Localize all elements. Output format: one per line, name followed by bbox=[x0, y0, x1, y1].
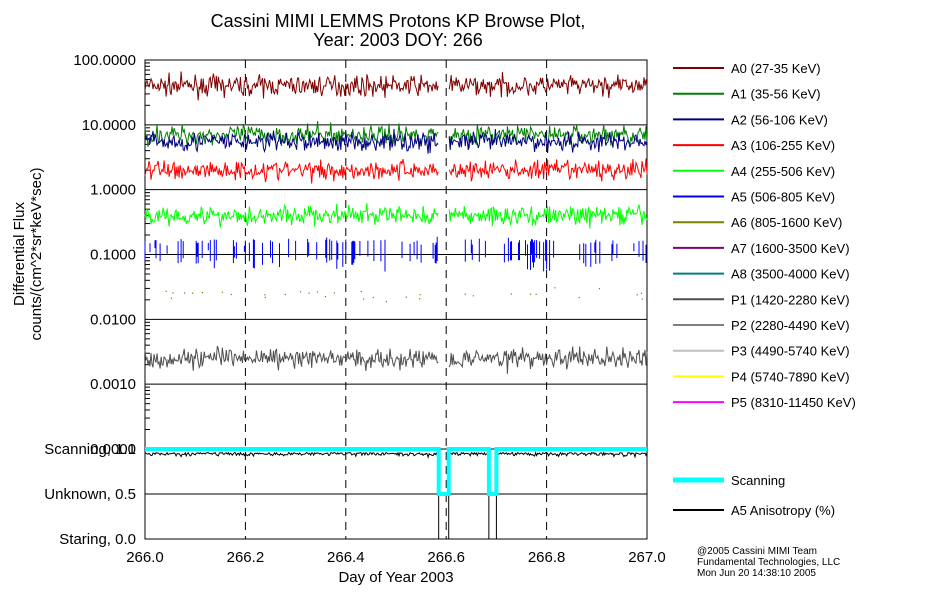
legend-label: A1 (35-56 KeV) bbox=[731, 87, 821, 102]
flux-series-point bbox=[299, 291, 302, 293]
mode-panel: Scanning, 1.0 Unknown, 0.5 Staring, 0.0 bbox=[44, 441, 648, 548]
flux-series-point bbox=[372, 296, 374, 299]
legend: A0 (27-35 KeV) A1 (35-56 KeV) A2 (56-106 K… bbox=[673, 61, 856, 410]
flux-series-point bbox=[324, 295, 327, 298]
flux-series-point bbox=[192, 292, 194, 294]
legend-label: P2 (2280-4490 KeV) bbox=[731, 318, 850, 333]
flux-y-tick-label: 1.0000 bbox=[90, 182, 136, 199]
legend-label: A3 (106-255 KeV) bbox=[731, 138, 835, 153]
x-tick-label: 266.8 bbox=[528, 549, 566, 566]
legend-label: P1 (1420-2280 KeV) bbox=[731, 292, 850, 307]
flux-series-point bbox=[419, 298, 421, 300]
flux-series-line bbox=[144, 203, 648, 229]
legend-label: A7 (1600-3500 KeV) bbox=[731, 241, 850, 256]
flux-series-point bbox=[419, 294, 421, 296]
flux-series-point bbox=[170, 297, 172, 299]
chart-subtitle: Year: 2003 DOY: 266 bbox=[313, 30, 482, 50]
x-tick-label: 266.4 bbox=[327, 549, 365, 566]
chart-title: Cassini MIMI LEMMS Protons KP Browse Plo… bbox=[211, 11, 586, 31]
legend-label: P4 (5740-7890 KeV) bbox=[731, 369, 850, 384]
flux-series-point bbox=[405, 296, 407, 298]
credit-line-3: Mon Jun 20 14:38:10 2005 bbox=[697, 568, 816, 579]
flux-y-tick-label: 0.1000 bbox=[90, 247, 136, 264]
flux-series-point bbox=[472, 295, 474, 297]
legend-label: A8 (3500-4000 KeV) bbox=[731, 267, 850, 282]
flux-y-tick-label: 100.0000 bbox=[73, 52, 136, 69]
mode-legend: Scanning A5 Anisotropy (%) bbox=[673, 473, 835, 518]
flux-series-point bbox=[333, 292, 336, 294]
flux-series-line bbox=[144, 71, 648, 101]
flux-series-point bbox=[264, 296, 266, 298]
x-tick-label: 266.6 bbox=[427, 549, 465, 566]
mode-legend-label: Scanning bbox=[731, 473, 785, 488]
flux-panel: 100.0000 10.0000 1.0000 0.1000 0.0100 0.0010 0… bbox=[73, 52, 648, 539]
flux-series-point bbox=[184, 292, 186, 294]
flux-series-point bbox=[578, 296, 580, 299]
x-axis-label: Day of Year 2003 bbox=[338, 569, 453, 586]
y-axis-label-line2: counts/(cm^2*sr*keV*sec) bbox=[28, 168, 45, 341]
mode-y-tick-label: Unknown, 0.5 bbox=[44, 486, 136, 503]
anisotropy-line bbox=[144, 451, 648, 459]
flux-series-point bbox=[360, 290, 362, 292]
flux-series-point bbox=[510, 293, 513, 295]
flux-series-point bbox=[640, 292, 643, 294]
legend-label: A0 (27-35 KeV) bbox=[731, 61, 821, 76]
flux-series-point bbox=[201, 292, 204, 294]
flux-series-point bbox=[385, 301, 387, 303]
flux-series-line bbox=[144, 128, 648, 154]
flux-series-point bbox=[636, 294, 638, 296]
credit-line-1: @2005 Cassini MIMI Team bbox=[697, 546, 817, 557]
flux-series-point bbox=[308, 292, 310, 294]
flux-series-point bbox=[284, 293, 286, 296]
mode-legend-label: A5 Anisotropy (%) bbox=[731, 503, 835, 518]
x-tick-label: 266.2 bbox=[227, 549, 265, 566]
mode-y-tick-label: Scanning, 1.0 bbox=[44, 441, 136, 458]
flux-series-point bbox=[362, 298, 365, 300]
flux-y-tick-label: 10.0000 bbox=[82, 117, 136, 134]
y-axis-label-line1: Differential Flux bbox=[11, 202, 28, 306]
credit-line-2: Fundamental Technologies, LLC bbox=[697, 557, 840, 568]
legend-label: P3 (4490-5740 KeV) bbox=[731, 344, 850, 359]
flux-series-point bbox=[535, 293, 537, 295]
flux-series-line bbox=[144, 158, 648, 184]
flux-series-point bbox=[316, 291, 319, 293]
flux-series-point bbox=[554, 287, 556, 289]
flux-series-point bbox=[464, 293, 466, 295]
legend-label: A2 (56-106 KeV) bbox=[731, 112, 828, 127]
scanning-line bbox=[145, 447, 647, 496]
flux-y-tick-label: 0.0010 bbox=[90, 376, 136, 393]
flux-y-tick-label: 0.0001 bbox=[90, 441, 136, 458]
flux-series-point bbox=[230, 293, 232, 296]
flux-y-tick-label: 0.0100 bbox=[90, 311, 136, 328]
legend-label: A4 (255-506 KeV) bbox=[731, 164, 835, 179]
mode-y-tick-label: Staring, 0.0 bbox=[59, 531, 136, 548]
flux-series-point bbox=[172, 292, 174, 294]
flux-series-point bbox=[598, 288, 601, 290]
flux-series-point bbox=[165, 290, 167, 292]
flux-series-line bbox=[144, 345, 648, 374]
x-tick-label: 266.0 bbox=[126, 549, 164, 566]
flux-series-point bbox=[641, 298, 643, 300]
flux-series-line bbox=[144, 236, 647, 272]
legend-label: P5 (8310-11450 KeV) bbox=[731, 395, 856, 410]
flux-series-point bbox=[221, 291, 223, 293]
x-tick-label: 267.0 bbox=[628, 549, 666, 566]
legend-label: A6 (805-1600 KeV) bbox=[731, 215, 842, 230]
flux-series-point bbox=[264, 294, 266, 296]
flux-series-point bbox=[529, 293, 531, 295]
legend-label: A5 (506-805 KeV) bbox=[731, 190, 835, 205]
